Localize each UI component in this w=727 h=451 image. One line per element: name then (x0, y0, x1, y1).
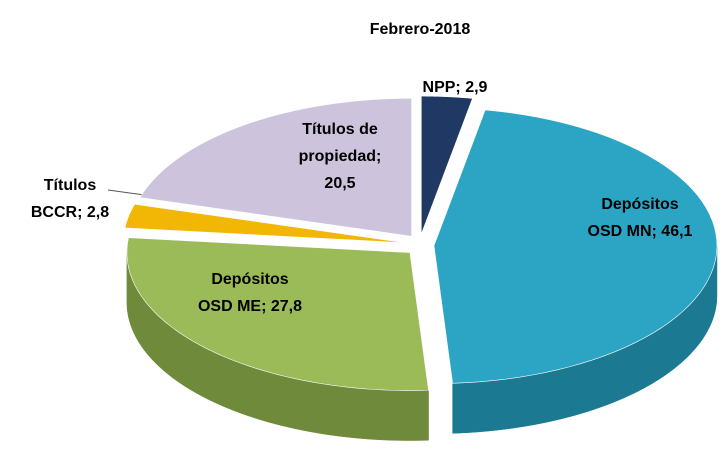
data-label: Títulos (44, 177, 97, 194)
slice (420, 95, 473, 235)
data-label: OSD MN; 46,1 (588, 223, 693, 240)
data-label: OSD ME; 27,8 (198, 298, 302, 315)
data-label: Depósitos (211, 271, 288, 288)
data-label: 20,5 (324, 175, 355, 192)
data-label: Depósitos (601, 196, 678, 213)
data-label: BCCR; 2,8 (31, 204, 109, 221)
data-label: Títulos de (302, 121, 378, 138)
chart-title: Febrero-2018 (370, 21, 471, 38)
data-label: NPP; 2,9 (423, 79, 488, 96)
data-label: propiedad; (299, 148, 382, 165)
slice (139, 97, 412, 237)
slice (126, 237, 429, 391)
slice (124, 203, 407, 244)
slice (433, 109, 718, 384)
